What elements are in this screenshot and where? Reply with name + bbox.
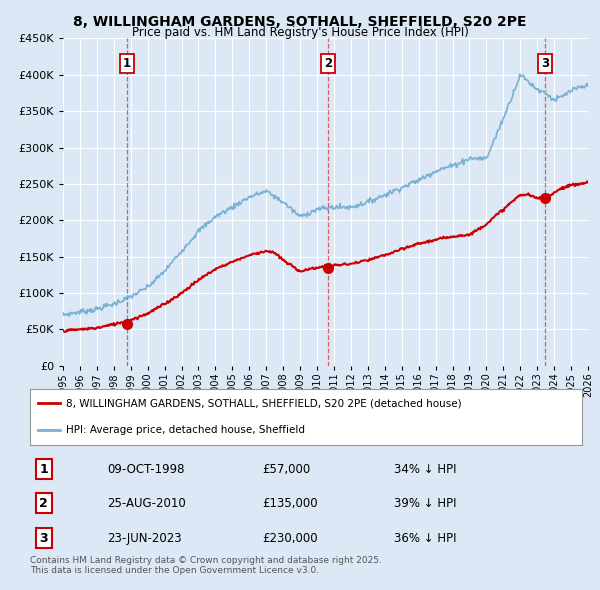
Text: 25-AUG-2010: 25-AUG-2010 <box>107 497 186 510</box>
Text: 2: 2 <box>324 57 332 70</box>
Text: £135,000: £135,000 <box>262 497 317 510</box>
Text: £230,000: £230,000 <box>262 532 317 545</box>
Text: HPI: Average price, detached house, Sheffield: HPI: Average price, detached house, Shef… <box>66 425 305 435</box>
Text: 36% ↓ HPI: 36% ↓ HPI <box>394 532 457 545</box>
Text: 8, WILLINGHAM GARDENS, SOTHALL, SHEFFIELD, S20 2PE (detached house): 8, WILLINGHAM GARDENS, SOTHALL, SHEFFIEL… <box>66 398 461 408</box>
Text: 39% ↓ HPI: 39% ↓ HPI <box>394 497 457 510</box>
Text: 3: 3 <box>40 532 48 545</box>
Text: 23-JUN-2023: 23-JUN-2023 <box>107 532 182 545</box>
Text: 8, WILLINGHAM GARDENS, SOTHALL, SHEFFIELD, S20 2PE: 8, WILLINGHAM GARDENS, SOTHALL, SHEFFIEL… <box>73 15 527 29</box>
Text: 2: 2 <box>40 497 48 510</box>
Text: 09-OCT-1998: 09-OCT-1998 <box>107 463 185 476</box>
Text: 1: 1 <box>123 57 131 70</box>
Text: 1: 1 <box>40 463 48 476</box>
Text: £57,000: £57,000 <box>262 463 310 476</box>
Text: 34% ↓ HPI: 34% ↓ HPI <box>394 463 457 476</box>
Text: 3: 3 <box>541 57 550 70</box>
Text: Contains HM Land Registry data © Crown copyright and database right 2025.
This d: Contains HM Land Registry data © Crown c… <box>30 556 382 575</box>
Text: Price paid vs. HM Land Registry's House Price Index (HPI): Price paid vs. HM Land Registry's House … <box>131 26 469 39</box>
